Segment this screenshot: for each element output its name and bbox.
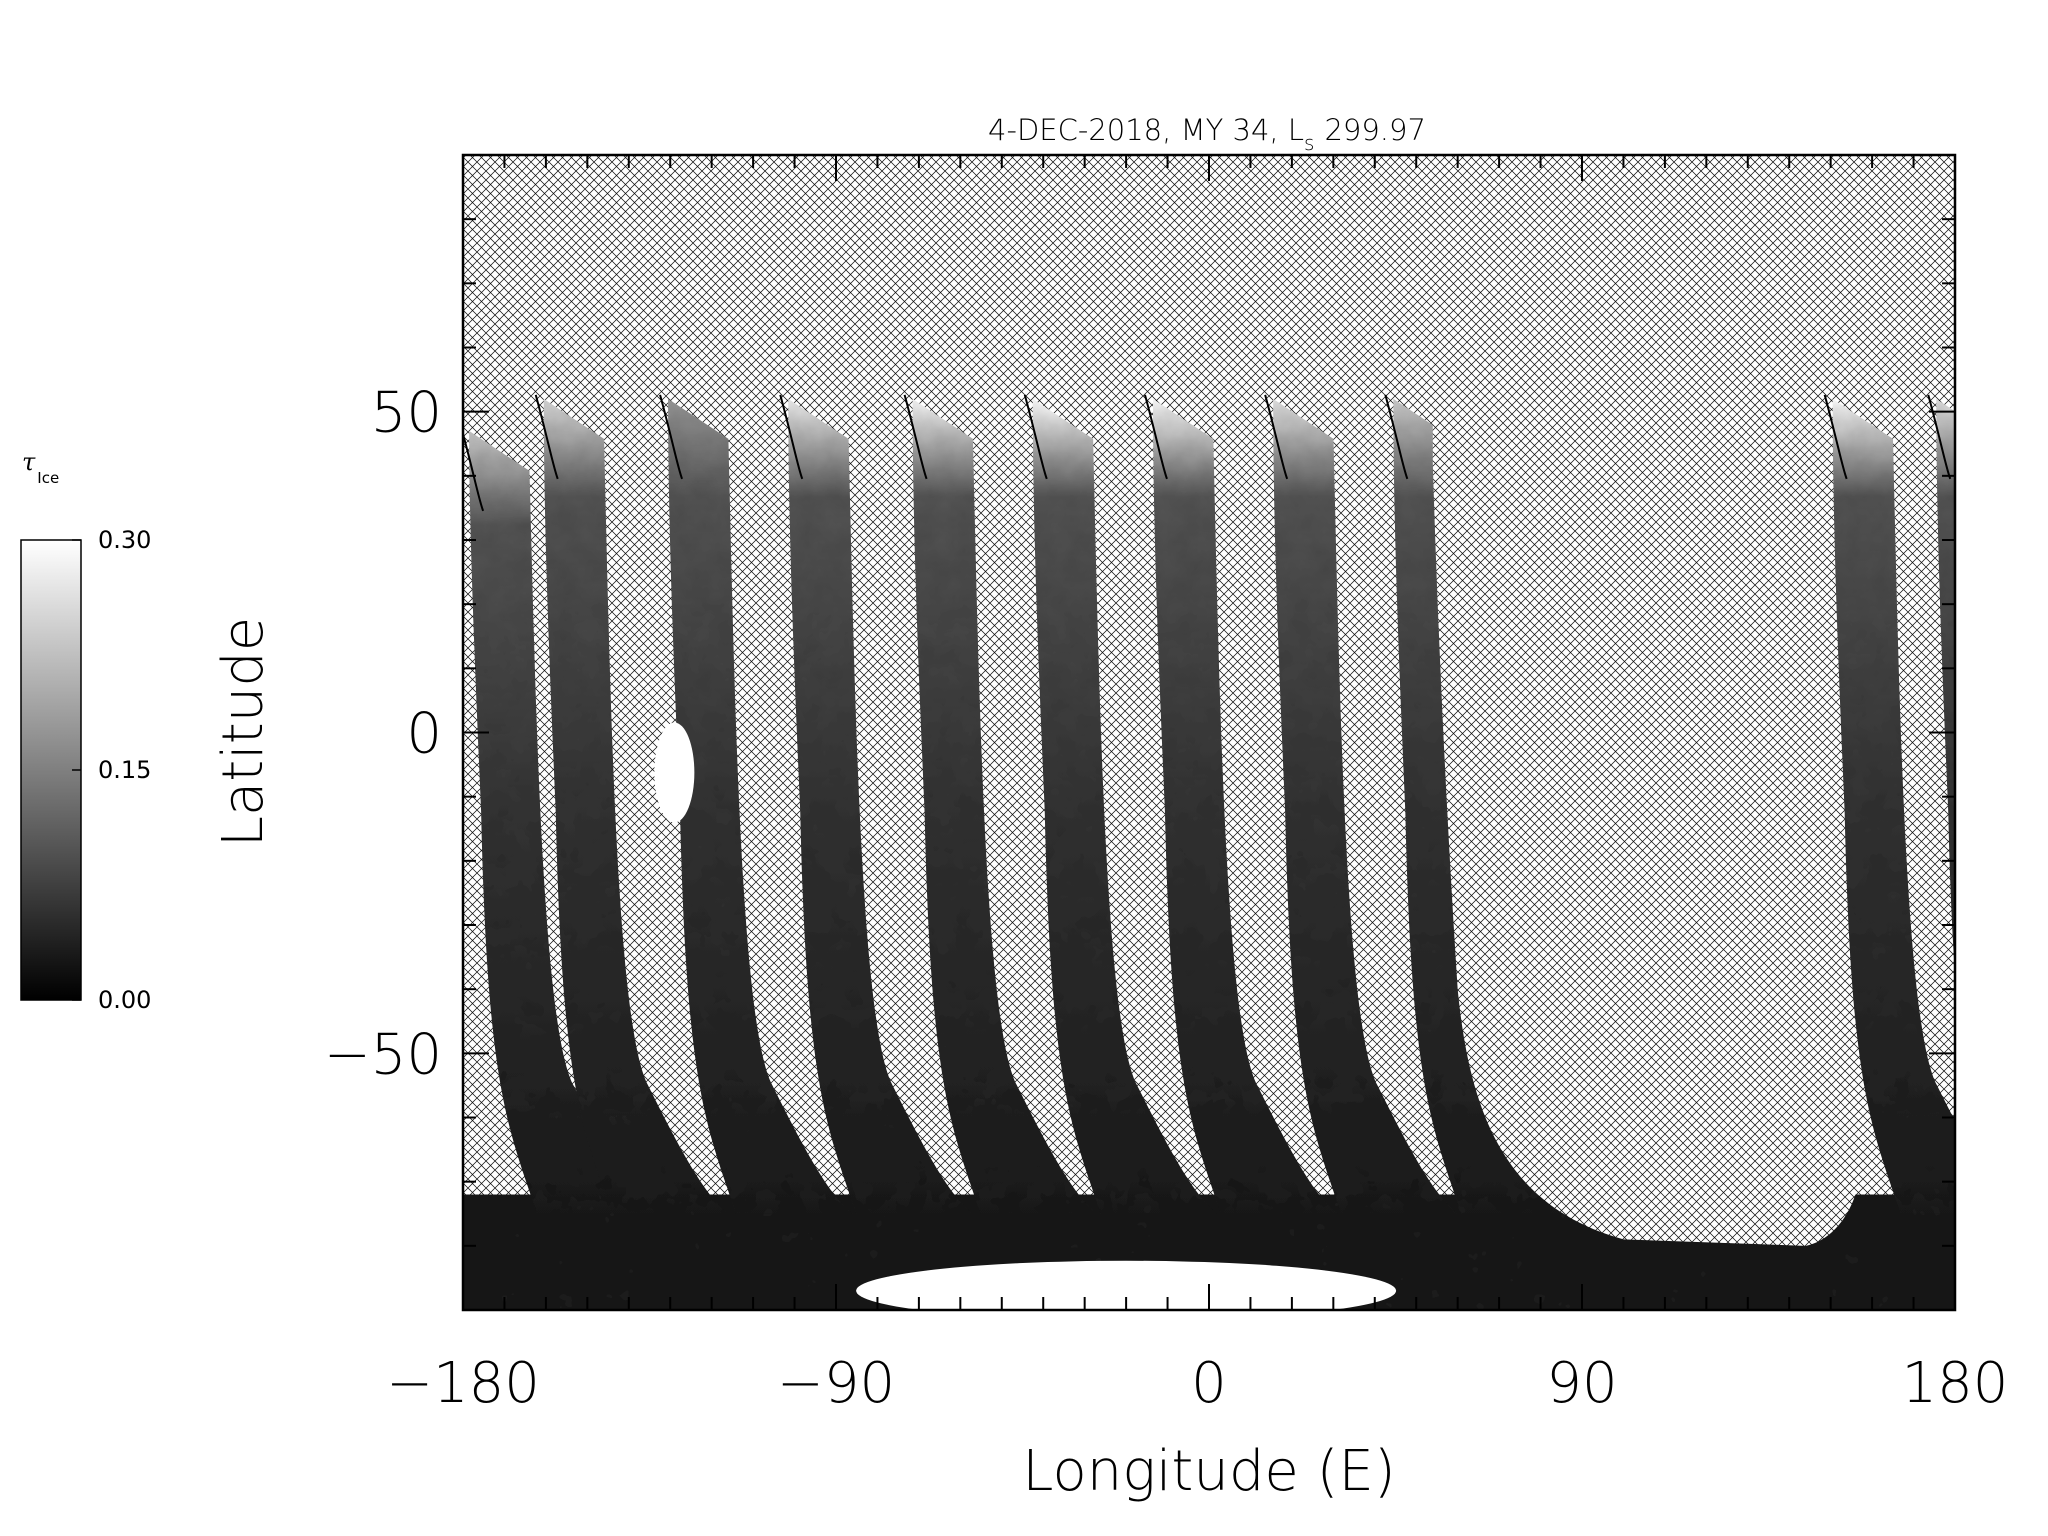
swath-7 bbox=[1152, 398, 1338, 1214]
swath-layer bbox=[463, 155, 1955, 1310]
y-axis-label: Latitude bbox=[211, 617, 276, 847]
swath-3 bbox=[668, 398, 853, 1214]
title-subscript: s bbox=[1304, 131, 1314, 155]
x-axis-ticks: −180 −90 0 90 180 bbox=[386, 155, 2008, 1416]
x-tick-label: 0 bbox=[1191, 1351, 1227, 1416]
swath-11 bbox=[1936, 398, 1955, 974]
swath-1 bbox=[469, 430, 654, 1214]
y-tick-label: 50 bbox=[371, 381, 442, 446]
x-tick-label: 180 bbox=[1902, 1351, 2009, 1416]
y-tick-label: 0 bbox=[406, 702, 442, 767]
swath-edge-1 bbox=[463, 429, 485, 512]
ice-cloud-feature bbox=[654, 722, 695, 823]
swath-4 bbox=[788, 398, 973, 1214]
colorbar-subscript: Ice bbox=[37, 469, 59, 487]
colorbar-ticks: 0.00 0.15 0.30 bbox=[72, 526, 151, 1014]
colorbar-tick-label: 0.00 bbox=[98, 986, 151, 1014]
x-tick-label: 90 bbox=[1546, 1351, 1617, 1416]
south-polar-cap bbox=[856, 1260, 1397, 1310]
x-tick-label: −180 bbox=[386, 1351, 540, 1416]
colorbar-label: τIce bbox=[22, 448, 59, 487]
swath-8 bbox=[1273, 398, 1458, 1214]
swath-10 bbox=[1832, 398, 1955, 1214]
swath-edge-3 bbox=[659, 394, 684, 480]
swath-edge-2 bbox=[534, 394, 559, 480]
colorbar-tick-label: 0.30 bbox=[98, 526, 151, 554]
y-axis-ticks: −50 0 50 bbox=[324, 154, 1955, 1311]
x-axis-label: Longitude (E) bbox=[1022, 1439, 1395, 1504]
swath-2 bbox=[543, 398, 729, 1214]
swath-edge-5 bbox=[903, 394, 928, 480]
swath-6 bbox=[1032, 398, 1218, 1214]
swath-edge-7 bbox=[1144, 394, 1168, 480]
data-gap bbox=[1432, 155, 1863, 1246]
colorbar-tick-label: 0.15 bbox=[98, 756, 151, 784]
swath-5 bbox=[912, 398, 1097, 1214]
swath-edge-9 bbox=[1384, 394, 1409, 480]
colorbar-symbol: τ bbox=[22, 448, 36, 476]
swath-edge-4 bbox=[779, 394, 804, 480]
swath-edge-6 bbox=[1023, 394, 1048, 480]
swath-edge-10 bbox=[1823, 394, 1848, 480]
plot-area: −180 −90 0 90 180 −50 0 50 bbox=[324, 153, 2008, 1416]
chart-title: 4-DEC-2018, MY 34, Ls 299.97 bbox=[988, 113, 1426, 155]
colorbar: τIce 0.00 0.15 0.30 bbox=[20, 448, 151, 1014]
colorbar-gradient bbox=[20, 539, 82, 1001]
x-tick-label: −90 bbox=[777, 1351, 895, 1416]
title-value: 299.97 bbox=[1324, 113, 1425, 147]
title-text: 4-DEC-2018, MY 34, L bbox=[988, 113, 1304, 147]
y-tick-label: −50 bbox=[324, 1022, 442, 1087]
swath-edge-8 bbox=[1264, 394, 1289, 480]
